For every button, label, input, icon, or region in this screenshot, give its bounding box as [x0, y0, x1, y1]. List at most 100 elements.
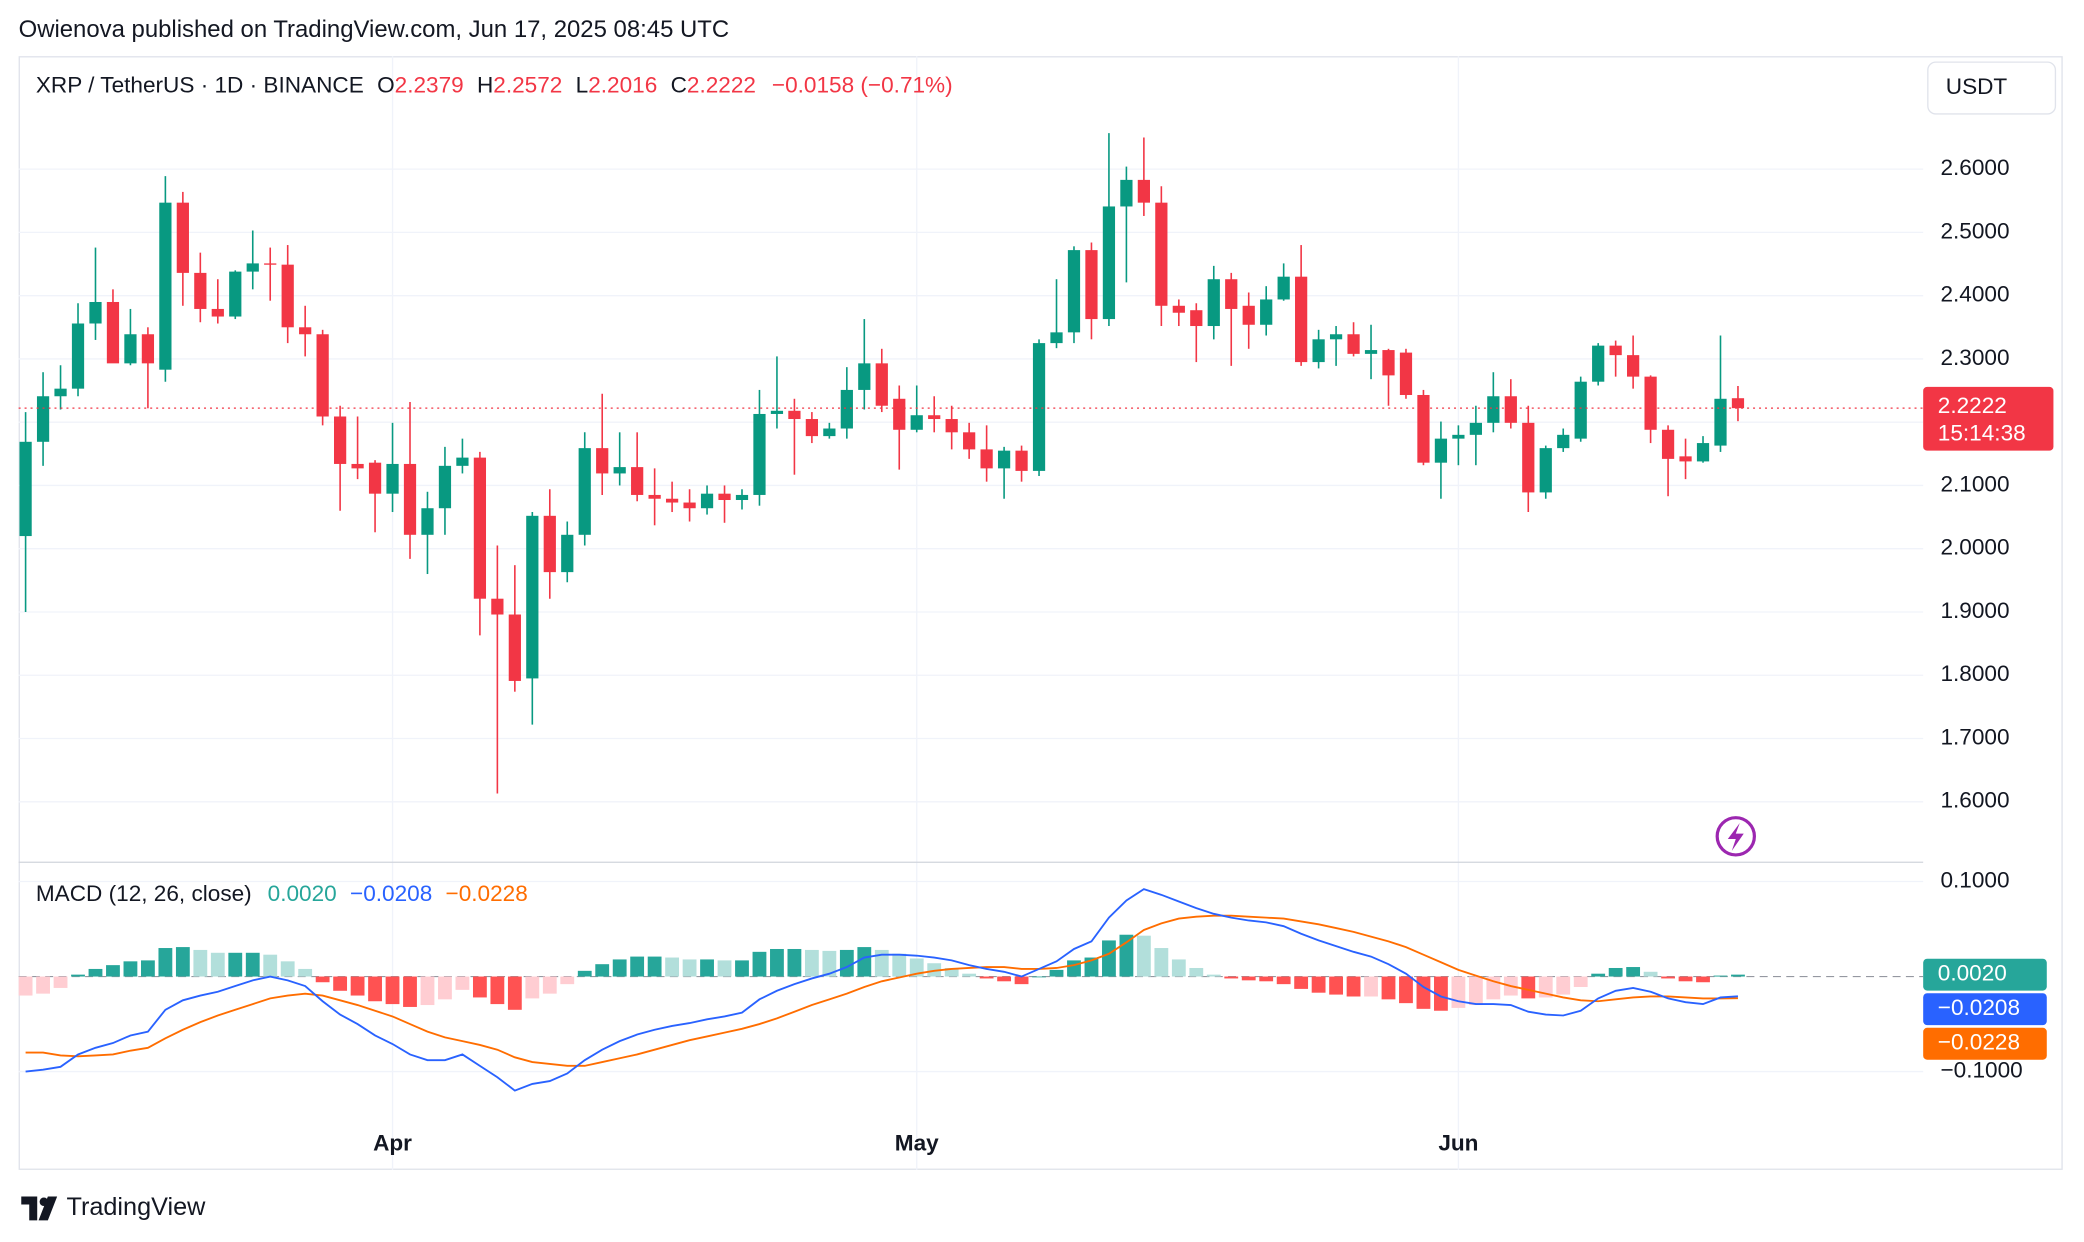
macd-histogram-bar: [210, 952, 225, 977]
macd-histogram-bar: [228, 952, 243, 977]
candle-body: [753, 413, 766, 495]
y2-tick-label: 0.1000: [1940, 867, 2009, 892]
candle-body: [1190, 310, 1203, 327]
macd-histogram-bar: [717, 960, 732, 977]
candle-body: [403, 463, 417, 535]
macd-histogram-bar: [804, 949, 819, 977]
candle-body: [89, 301, 102, 324]
last-price-label: 2.2222: [1938, 393, 2007, 418]
candle-body: [875, 363, 888, 406]
macd-histogram-bar: [490, 976, 505, 1005]
candle-body: [1557, 434, 1570, 449]
candle-body: [1295, 276, 1308, 363]
macd-histogram-bar: [1311, 976, 1326, 993]
macd-histogram-bar: [1626, 967, 1641, 977]
macd-signal-value: −0.0228: [446, 881, 528, 906]
candle-body: [1661, 429, 1675, 459]
candle-body: [526, 515, 539, 679]
change-value: −0.0158 (−0.71%): [772, 73, 953, 98]
candle-body: [299, 327, 312, 335]
candle-body: [1137, 179, 1150, 203]
macd-histogram-bar: [263, 954, 278, 977]
candle-body: [333, 416, 347, 464]
macd-histogram-bar: [1731, 974, 1745, 977]
x-tick-label: May: [895, 1131, 939, 1156]
candle-body: [19, 441, 32, 537]
macd-histogram-bar: [1381, 976, 1396, 1000]
candle-body: [1155, 202, 1168, 306]
ohlc-value: 2.2222: [687, 73, 756, 98]
lightning-icon[interactable]: [1715, 816, 1756, 857]
candle-body: [648, 494, 661, 499]
macd-histogram-bar: [1171, 959, 1186, 977]
candle-body: [928, 415, 941, 420]
last-price-tag: [1923, 386, 2054, 451]
currency-box[interactable]: [1927, 61, 2057, 115]
candle-body: [1504, 396, 1517, 423]
macd-histogram-bar: [857, 947, 872, 977]
candle-body: [473, 457, 487, 599]
macd-histogram-bar: [298, 968, 313, 977]
candle-body: [1085, 250, 1098, 320]
y-tick-label: 1.7000: [1940, 724, 2009, 749]
macd-histogram-bar: [700, 959, 714, 977]
macd-histogram-bar: [1468, 976, 1483, 1006]
candle-body: [1539, 448, 1552, 493]
macd-histogram-bar: [787, 948, 802, 977]
macd-histogram-bar: [1451, 976, 1466, 1008]
icon-bolt[interactable]: [1727, 823, 1744, 851]
macd-histogram-bar: [1154, 948, 1169, 977]
candle-body: [980, 449, 993, 469]
macd-histogram-bar: [1294, 976, 1309, 989]
candle-body: [700, 493, 714, 509]
ohlc-letter: O: [377, 73, 395, 98]
candle-body: [106, 301, 120, 364]
macd-hist-value: 0.0020: [268, 881, 337, 906]
macd-histogram-bar: [1591, 973, 1606, 977]
macd-histogram-bar: [979, 976, 994, 979]
macd-line-value: −0.0208: [350, 881, 432, 906]
macd-histogram-bar: [1276, 976, 1291, 985]
candle-body: [963, 432, 976, 450]
macd-value-label: −0.0208: [1938, 995, 2020, 1020]
macd-histogram-bar: [106, 965, 120, 977]
macd-histogram-bar: [1049, 969, 1064, 977]
macd-value-label: −0.0228: [1938, 1030, 2020, 1055]
grid: [18, 56, 1924, 1170]
candle-body: [1679, 456, 1692, 462]
macd-histogram-bar: [1346, 976, 1361, 997]
candle-body: [1329, 334, 1343, 340]
currency-label[interactable]: USDT: [1946, 74, 2008, 99]
candle-body: [997, 450, 1011, 469]
candle-body: [945, 419, 958, 433]
macd-histogram-bar: [525, 976, 540, 999]
candle-body: [1382, 350, 1395, 376]
candle-body: [141, 334, 155, 364]
macd-histogram-bar: [1014, 976, 1029, 985]
logo-mark: [21, 1196, 58, 1221]
macd-histogram-bar: [315, 976, 330, 983]
x-tick-label: Jun: [1438, 1131, 1478, 1156]
ohlc-value: 2.2572: [493, 73, 562, 98]
candle-body: [1225, 279, 1238, 309]
y2-tick-label: −0.1000: [1940, 1058, 2022, 1083]
macd-histogram-bar: [874, 949, 889, 977]
macd-histogram-bar: [385, 976, 400, 1005]
macd-histogram-bar: [1259, 976, 1274, 982]
y-tick-label: 2.0000: [1940, 535, 2009, 560]
macd-histogram-bar: [839, 949, 854, 977]
axes: 1.60001.70001.80001.90002.00002.10002.20…: [373, 155, 2054, 1156]
macd-legend: MACD (12, 26, close) 0.0020 −0.0208 −0.0228: [36, 881, 528, 906]
macd-histogram-bar: [18, 976, 33, 996]
macd-histogram-bar: [438, 976, 452, 1000]
candle-body: [491, 598, 504, 615]
macd-histogram-bar: [403, 976, 417, 1007]
candle-body: [770, 410, 784, 414]
macd-histogram-bar: [595, 964, 610, 977]
y-tick-label: 2.3000: [1940, 345, 2009, 370]
macd-histogram-bar: [1364, 976, 1378, 997]
candle-body: [1347, 334, 1360, 354]
candle-body: [788, 410, 801, 420]
